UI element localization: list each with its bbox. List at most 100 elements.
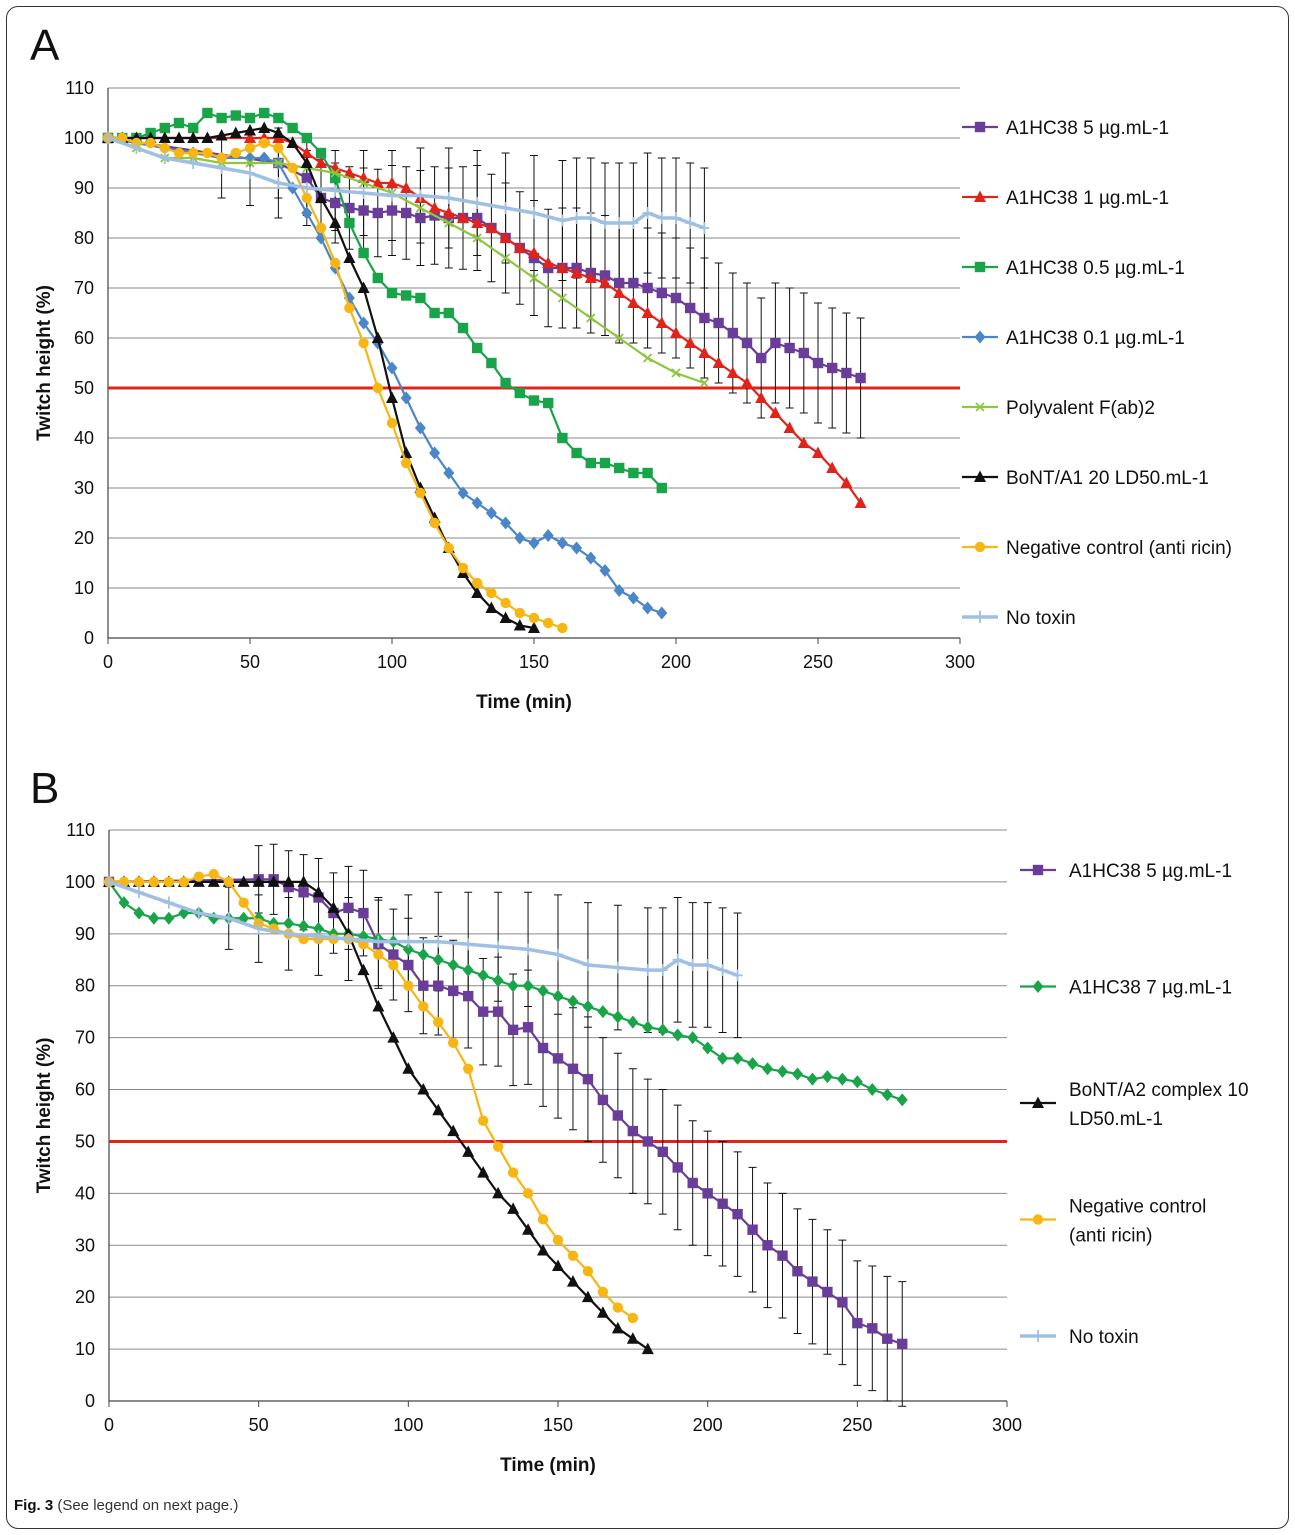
y-tick-label: 60 [74,328,94,348]
y-tick-label: 40 [75,1183,95,1203]
data-point [596,1306,609,1318]
data-point [528,246,540,258]
data-point [301,132,312,144]
data-point [837,1297,848,1308]
data-point [372,999,385,1012]
data-point [415,189,426,202]
data-point [417,948,429,962]
data-point [599,457,611,469]
y-tick-label: 110 [65,78,94,98]
data-point [522,1188,534,1199]
data-point [567,994,579,1008]
data-point [208,868,219,880]
data-point [513,241,526,253]
data-point [528,536,540,550]
data-point [103,132,113,144]
y-tick-label: 10 [74,578,94,598]
data-point [463,938,474,951]
legend-label-line: BoNT/A2 complex 10 [1069,1080,1249,1101]
y-tick-label: 0 [85,1391,95,1411]
data-point [687,1177,698,1189]
data-point [627,296,640,308]
data-point [552,1259,564,1272]
data-point [567,1250,579,1261]
caption-text: (See legend on next page.) [57,1497,239,1514]
legend-label-line: A1HC38 1 µg.mL-1 [1006,188,1169,209]
data-point [313,892,324,903]
data-point [642,601,654,615]
data-point [836,1072,848,1086]
data-point [699,378,710,388]
series-line [107,136,705,385]
data-point [529,273,539,283]
data-point [472,233,482,243]
data-point [582,958,593,971]
data-point [599,270,611,281]
data-point [386,391,398,403]
data-point [388,949,399,960]
data-point [866,1083,878,1097]
y-tick-label: 80 [75,976,95,996]
data-point [357,281,370,293]
data-point [732,969,743,982]
data-point [328,907,339,919]
data-point [642,1136,653,1147]
data-point [229,126,242,138]
x-tick-label: 50 [240,652,260,672]
data-point [881,1088,893,1102]
data-point [442,206,455,218]
data-point [566,1275,579,1287]
data-point [522,1223,535,1235]
data-point [443,307,454,319]
data-point [500,597,511,609]
data-point [698,346,711,358]
data-point [131,142,142,154]
data-point [159,142,170,154]
data-point [896,1093,908,1107]
data-point [657,1146,668,1158]
data-point [713,317,724,329]
data-point [433,1016,444,1028]
y-tick-label: 110 [66,820,95,840]
y-axis-title: Twitch height (%) [34,1038,55,1194]
figure-caption: Fig. 3 (See legend on next page.) [14,1497,238,1514]
legend-label-line: No toxin [1006,608,1076,629]
data-point [529,207,539,219]
data-point [671,212,681,224]
legend-swatch-marker [975,611,985,623]
data-point [642,467,653,479]
data-point [471,216,484,228]
data-point [330,168,340,178]
data-point [145,137,156,149]
legend-swatch-marker [1032,864,1044,876]
y-tick-label: 10 [75,1339,95,1359]
data-point [656,212,667,224]
data-point [528,395,540,406]
data-point [414,421,426,435]
data-point [597,1094,609,1106]
data-point [216,162,227,174]
data-point [542,256,555,268]
data-point [585,457,596,469]
data-point [457,211,469,223]
data-point [685,302,696,314]
data-point [357,963,370,976]
legend-label-line: A1HC38 5 µg.mL-1 [1006,118,1169,139]
figure-frame [6,6,1289,1529]
data-point [812,357,824,369]
data-point [627,1015,639,1029]
y-tick-label: 50 [74,378,94,398]
data-point [386,417,398,429]
data-point [477,968,489,982]
legend-label: A1HC38 0.1 µg.mL-1 [1006,328,1185,349]
data-point [867,1323,878,1334]
data-point [315,222,327,234]
data-point [343,251,356,263]
panel-label-a: A [30,21,60,70]
data-point [402,942,414,956]
data-point [493,940,504,953]
data-point [614,277,625,289]
data-point [699,312,710,324]
x-tick-label: 150 [543,1415,573,1435]
